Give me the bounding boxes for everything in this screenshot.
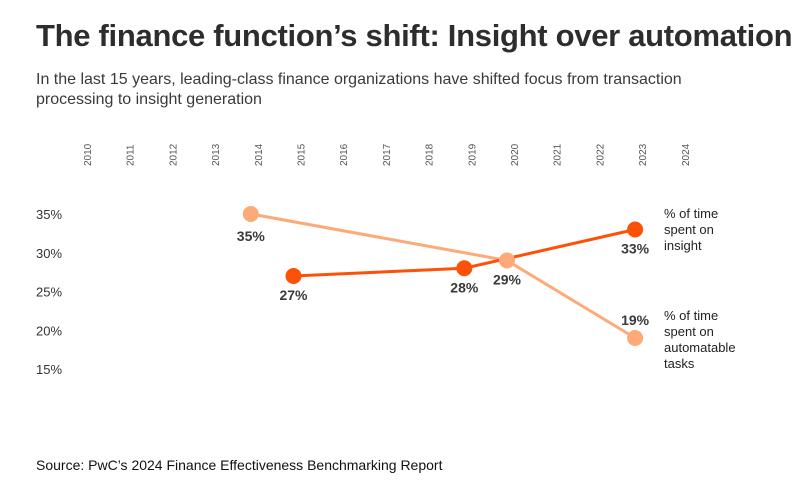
chart-subtitle: In the last 15 years, leading-class fina… (36, 71, 682, 108)
data-point (456, 260, 473, 277)
y-tick-label: 30% (36, 246, 62, 261)
source-note: Source: PwC’s 2024 Finance Effectiveness… (36, 457, 443, 473)
x-tick-label: 2022 (595, 143, 606, 166)
x-tick-label: 2023 (638, 143, 649, 166)
y-tick-label: 25% (36, 285, 62, 300)
data-point (627, 330, 644, 346)
data-label: 33% (621, 241, 650, 257)
data-point (499, 252, 515, 269)
y-tick-label: 20% (36, 323, 62, 338)
x-tick-label: 2014 (254, 143, 265, 166)
x-tick-label: 2017 (382, 143, 393, 166)
x-tick-label: 2024 (681, 143, 692, 166)
legend-entry: % of time spent on automatable tasks (664, 308, 736, 371)
x-tick-label: 2015 (297, 143, 308, 166)
data-label: 28% (450, 279, 479, 295)
data-label: 29% (493, 272, 522, 288)
x-tick-label: 2018 (425, 143, 436, 166)
x-tick-label: 2020 (510, 143, 521, 166)
x-tick-label: 2010 (83, 143, 94, 166)
x-tick-label: 2011 (126, 144, 137, 166)
data-label: 27% (279, 287, 308, 303)
chart-title: The finance function’s shift: Insight ov… (36, 18, 793, 53)
data-point (242, 206, 259, 222)
data-label: 35% (237, 228, 266, 244)
data-point (627, 221, 644, 238)
x-tick-label: 2013 (211, 143, 222, 166)
legend-entry: % of time spent on insight (664, 206, 718, 253)
x-tick-label: 2012 (168, 143, 179, 166)
y-tick-label: 15% (36, 362, 62, 377)
y-tick-label: 35% (36, 207, 62, 222)
data-point (285, 268, 302, 284)
x-tick-label: 2019 (467, 143, 478, 166)
data-label: 19% (621, 312, 650, 328)
x-tick-label: 2021 (553, 143, 564, 166)
x-tick-label: 2016 (339, 143, 350, 166)
